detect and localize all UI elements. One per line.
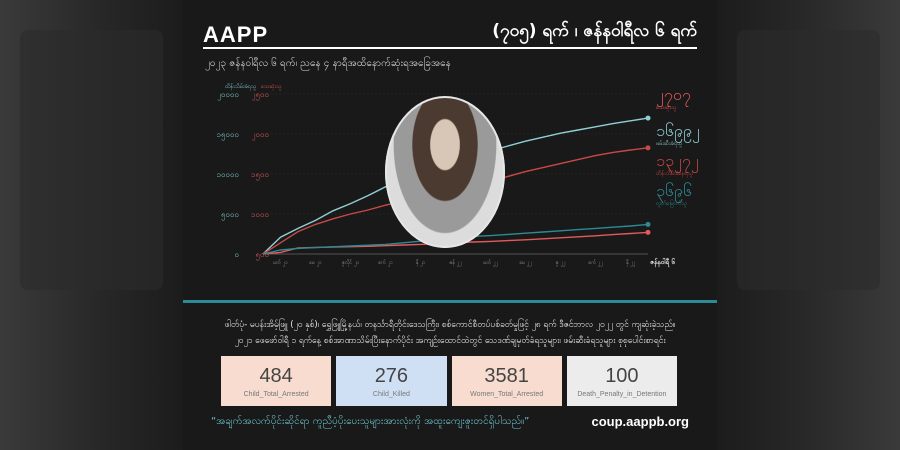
- infographic-card: AAPP (၇၀၅) ရက် ၊ ဇန်နဝါရီလ ၆ ရက် ၂၀၂၃ ဇန…: [183, 0, 717, 450]
- y-legend-label: သေဆုံးသူ: [261, 83, 281, 91]
- stats-row: 484 Child_Total_Arrested 276 Child_Kille…: [221, 356, 677, 406]
- x-tick-label: မေ ၂၂: [519, 260, 532, 266]
- series-end-point: [645, 145, 651, 151]
- y-tick-label-secondary: ၅၀၀: [256, 250, 270, 261]
- background-blur-left: [0, 0, 183, 450]
- y-tick-label: ၂၀၀၀၀: [217, 90, 239, 101]
- victim-portrait: [385, 96, 505, 248]
- thanks-quote: “အချက်အလက်ပိုင်းဆိုင်ရာ ကူညီပံ့ပိုးပေးသူ…: [211, 416, 530, 427]
- x-tick-label: ဇူ ၂၂: [556, 260, 566, 266]
- stat-value: 484: [259, 364, 293, 387]
- status-subtitle: ၂၀၂၃ ဇန်နဝါရီလ ၆ ရက်၊ ညနေ ၄ နာရီအထိနောက်…: [205, 58, 451, 69]
- series-end-point: [645, 229, 651, 235]
- series-name: လွတ်မြောက်သူ: [656, 198, 687, 208]
- stat-value: 100: [605, 364, 639, 387]
- aapp-logo: AAPP: [203, 22, 269, 47]
- stat-label: Death_Penalty_in_Detention: [577, 390, 667, 398]
- stat-label: Women_Total_Arrested: [470, 390, 544, 398]
- x-end-label: ဇန်နဝါရီ ၆: [650, 258, 675, 268]
- stat-child-arrested: 484 Child_Total_Arrested: [221, 356, 332, 406]
- y-tick-label-secondary: ၂၀၀၀: [252, 130, 269, 141]
- series-end-value: ၂၇၀၇: [656, 85, 691, 107]
- background-blur-right: [717, 0, 900, 450]
- stat-women-arrested: 3581 Women_Total_Arrested: [451, 356, 562, 406]
- series-name: ဖမ်းဆီးခံရသူ: [656, 139, 682, 148]
- x-tick-label: နို ၂၂: [625, 260, 635, 266]
- y-tick-label: ၀: [235, 250, 240, 259]
- day-counter-headline: (၇၀၅) ရက် ၊ ဇန်နဝါရီလ ၆ ရက်: [492, 21, 697, 41]
- stats-intro: ၂၀၂၁ ဖေဖော်ဝါရီ ၁ ရက်နေ့ စစ်အာဏာသိမ်းပြီ…: [234, 336, 666, 346]
- website-link[interactable]: coup.aappb.org: [591, 414, 690, 429]
- x-tick-label: နို ၂၁: [415, 260, 425, 266]
- header-divider: [203, 47, 697, 49]
- x-tick-label: ဇန် ၂၂: [449, 260, 462, 266]
- y-tick-label-secondary: ၁၅၀၀: [251, 170, 269, 181]
- series-name: သေဆုံးသူ: [656, 104, 676, 112]
- y-tick-label-secondary: ၁၀၀၀: [251, 210, 269, 219]
- y-tick-label: ၁၅၀၀၀: [217, 130, 240, 141]
- stat-value: 276: [374, 364, 409, 387]
- series-end-value: ၁၃၂၇၂: [656, 151, 699, 173]
- stat-label: Child_Total_Arrested: [243, 390, 309, 398]
- y-tick-label-secondary: ၂၅၀၀: [252, 90, 269, 101]
- stat-child-killed: 276 Child_Killed: [336, 356, 447, 406]
- stat-value: 3581: [484, 364, 529, 387]
- y-legend-label: ထိန်းသိမ်းခံရသူ: [225, 82, 256, 91]
- stat-death-penalty: 100 Death_Penalty_in_Detention: [566, 356, 677, 406]
- x-tick-label: မေ ၂၁: [309, 260, 322, 266]
- series-end-value: ၃၆၉၆: [656, 181, 692, 203]
- series-name: ထိန်းသိမ်းခံနေရသူ: [656, 169, 693, 178]
- series-end-value: ၁၆၉၉၂: [656, 121, 700, 143]
- x-tick-label: စက် ၂၂: [588, 260, 603, 266]
- x-tick-label: မတ် ၂၁: [273, 260, 288, 266]
- series-end-point: [645, 221, 651, 227]
- y-tick-label: ၁၀၀၀၀: [217, 170, 240, 179]
- x-tick-label: စက် ၂၁: [378, 260, 393, 266]
- x-tick-label: ဇူလိုင် ၂၁: [342, 260, 359, 266]
- stat-label: Child_Killed: [372, 390, 410, 398]
- series-end-point: [645, 115, 651, 121]
- x-tick-label: မတ် ၂၂: [483, 260, 498, 266]
- y-tick-label: ၅၀၀၀: [221, 210, 239, 221]
- photo-caption: ဖါတ်ပုံ- မပန်းအိမ့်ဖြူ (၂၀ နှစ်)၊ ရွှေဖြ…: [224, 320, 676, 330]
- section-divider: [183, 300, 717, 303]
